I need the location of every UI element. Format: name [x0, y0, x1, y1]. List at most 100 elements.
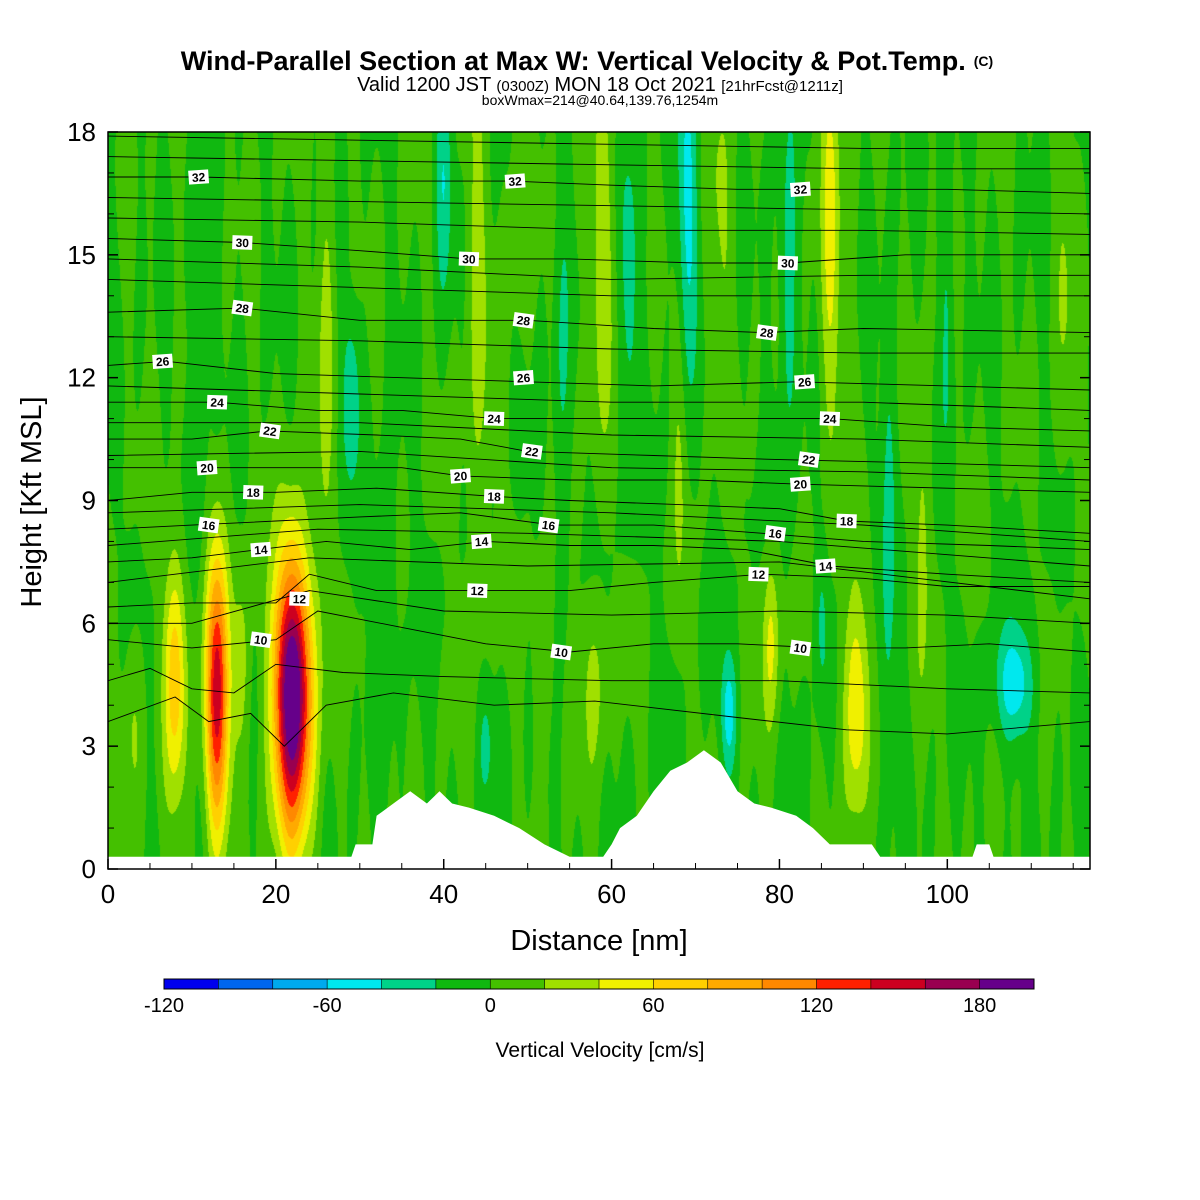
x-axis: 0 20 40 60 80 100 [101, 859, 1074, 909]
theta-contour-14 [108, 540, 1090, 583]
chart-subtitle: Valid 1200 JST (0300Z) MON 18 Oct 2021 [… [357, 74, 843, 96]
theta-label: 28 [512, 311, 535, 329]
theta-label-box [249, 631, 272, 649]
theta-label: 24 [206, 394, 228, 410]
y-tick-label: 6 [82, 608, 96, 638]
theta-label-box [231, 299, 254, 317]
theta-label: 30 [232, 235, 253, 250]
subtitle-utc: (0300Z) [496, 78, 549, 95]
y-tick-label: 3 [82, 731, 96, 761]
theta-label-text: 16 [768, 526, 783, 542]
subtitle-forecast: [21hrFcst@1211z] [721, 78, 843, 95]
theta-label-box [756, 324, 778, 341]
theta-contour-line-14 [108, 663, 1090, 694]
y-tick-label: 0 [82, 854, 96, 884]
theta-label-text: 18 [487, 490, 501, 504]
theta-label-text: 14 [818, 559, 833, 574]
theta-label: 16 [197, 516, 220, 534]
vertical-velocity-field [108, 132, 1090, 869]
theta-label-text: 24 [823, 412, 837, 426]
theta-label-box [794, 374, 816, 390]
theta-label: 12 [289, 591, 310, 607]
theta-label-text: 22 [524, 444, 539, 460]
theta-label: 32 [504, 173, 526, 189]
chart-title-main: Wind-Parallel Section at Max W: Vertical… [181, 46, 966, 76]
theta-label: 26 [794, 374, 816, 390]
theta-label-text: 30 [235, 236, 249, 250]
theta-label: 20 [789, 476, 811, 492]
colorbar-tick-label: -120 [144, 995, 184, 1017]
potential-temperature-labels: 32 30 28 26 24 22 20 18 16 14 12 10 32 30 28 26 24 22 20 18… [152, 169, 857, 660]
potential-temperature-contours [108, 135, 1090, 747]
theta-label-box [764, 524, 787, 542]
theta-label-text: 24 [487, 412, 501, 426]
theta-label-text: 10 [554, 645, 569, 661]
theta-label-box [197, 516, 220, 534]
y-tick-label: 12 [67, 363, 96, 393]
copyright-mark: (C) [974, 53, 993, 69]
theta-label-box [450, 468, 471, 484]
theta-label: 22 [797, 451, 820, 468]
theta-label-text: 28 [759, 325, 774, 341]
theta-label: 14 [471, 533, 492, 550]
theta-label-box [259, 422, 281, 440]
theta-label: 20 [450, 468, 471, 484]
colorbar-swatch [218, 979, 274, 989]
theta-label: 22 [259, 422, 281, 440]
theta-contour-line-7 [108, 385, 1090, 411]
theta-label-text: 10 [793, 641, 808, 657]
theta-label-text: 32 [508, 174, 523, 189]
colorbar-swatch [979, 979, 1035, 989]
colorbar-swatch [762, 979, 818, 989]
x-tick-label: 40 [429, 879, 458, 909]
theta-contour-line-6 [108, 336, 1090, 354]
theta-label: 18 [242, 484, 264, 500]
theta-contour-line-3 [108, 217, 1090, 235]
theta-label: 22 [521, 443, 543, 460]
theta-label-text: 12 [752, 567, 766, 581]
box-info: boxWmax=214@40.64,139.76,1254m [482, 92, 718, 108]
theta-label-box [242, 484, 264, 500]
theta-label-box [797, 451, 820, 468]
colorbar-swatch [599, 979, 654, 989]
colorbar-swatch [490, 979, 546, 989]
plot-area: 32 30 28 26 24 22 20 18 16 14 12 10 32 30 28 26 24 22 20 18… [107, 131, 1091, 870]
theta-label-text: 14 [254, 543, 269, 558]
theta-label-text: 32 [793, 182, 808, 197]
theta-label-box [471, 533, 492, 550]
x-axis-label: Distance [nm] [510, 925, 687, 957]
theta-contour-line-10 [108, 504, 1090, 542]
theta-label: 28 [756, 324, 778, 341]
theta-label-box [550, 643, 573, 661]
theta-label-box [188, 169, 210, 185]
theta-label-box [289, 591, 310, 607]
theta-label-box [206, 394, 228, 410]
y-tick-label: 18 [67, 117, 96, 147]
colorbar-swatch [816, 979, 872, 989]
theta-contour-22 [108, 430, 1090, 469]
colorbar-swatch [327, 979, 383, 989]
theta-label-text: 30 [462, 252, 476, 266]
theta-label-box [537, 516, 560, 534]
theta-label-text: 22 [801, 452, 816, 468]
terrain-fill [108, 750, 1090, 869]
theta-label-box [250, 541, 272, 558]
x-tick-label: 0 [101, 879, 115, 909]
colorbar: -120 -60 0 60 120 180 [144, 978, 1035, 1017]
theta-contour-line-13 [108, 590, 1090, 624]
colorbar-swatch [870, 979, 926, 989]
theta-label: 10 [249, 631, 272, 649]
theta-label-text: 26 [516, 371, 531, 386]
theta-contour-line-8 [108, 422, 1090, 448]
theta-label-box [513, 370, 534, 386]
theta-contour-line-15 [108, 692, 1090, 747]
theta-label-box [777, 255, 799, 271]
theta-label: 18 [483, 489, 505, 504]
theta-label: 18 [836, 513, 857, 529]
colorbar-swatch [653, 979, 709, 989]
terrain [108, 750, 1090, 869]
colorbar-swatch [544, 979, 600, 989]
theta-label-text: 16 [201, 518, 216, 534]
theta-label: 16 [537, 516, 560, 534]
